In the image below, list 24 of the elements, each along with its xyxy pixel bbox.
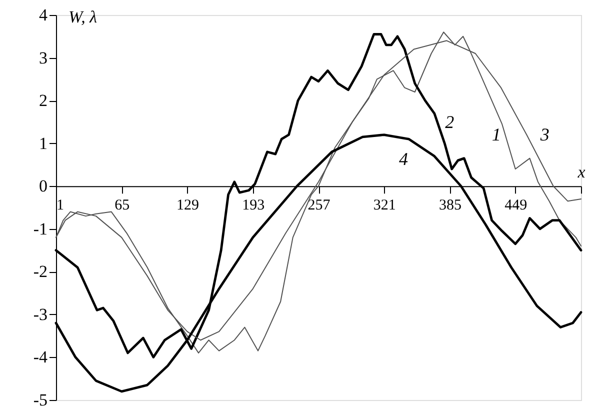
x-tick-label: 449 [504, 198, 528, 214]
x-tick-label: 257 [308, 198, 331, 214]
series-label: 2 [445, 112, 454, 132]
x-axis-title: x [576, 162, 586, 182]
y-tick-label: -3 [33, 304, 48, 324]
x-tick-label: 129 [176, 198, 199, 214]
y-tick-label: -4 [33, 348, 48, 367]
y-tick-label: 1 [39, 134, 48, 153]
x-tick-label: 65 [114, 198, 130, 214]
y-tick-label: 0 [39, 176, 48, 196]
y-tick-label: 2 [39, 91, 48, 110]
x-tick-label: 385 [439, 198, 462, 214]
series-label: 4 [399, 149, 408, 170]
y-tick-label: 3 [39, 48, 48, 68]
series-label: 3 [539, 124, 550, 144]
y-tick-label: -5 [33, 390, 48, 410]
y-axis-title: W, λ [68, 8, 97, 26]
y-tick-label: -1 [33, 219, 48, 238]
x-tick-label: 1 [56, 198, 64, 214]
series-label: 1 [492, 124, 501, 144]
x-tick-label: 321 [373, 198, 396, 214]
x-tick-label: 193 [242, 198, 265, 214]
y-tick-label: -2 [33, 262, 48, 282]
y-tick-label: 4 [39, 6, 48, 24]
